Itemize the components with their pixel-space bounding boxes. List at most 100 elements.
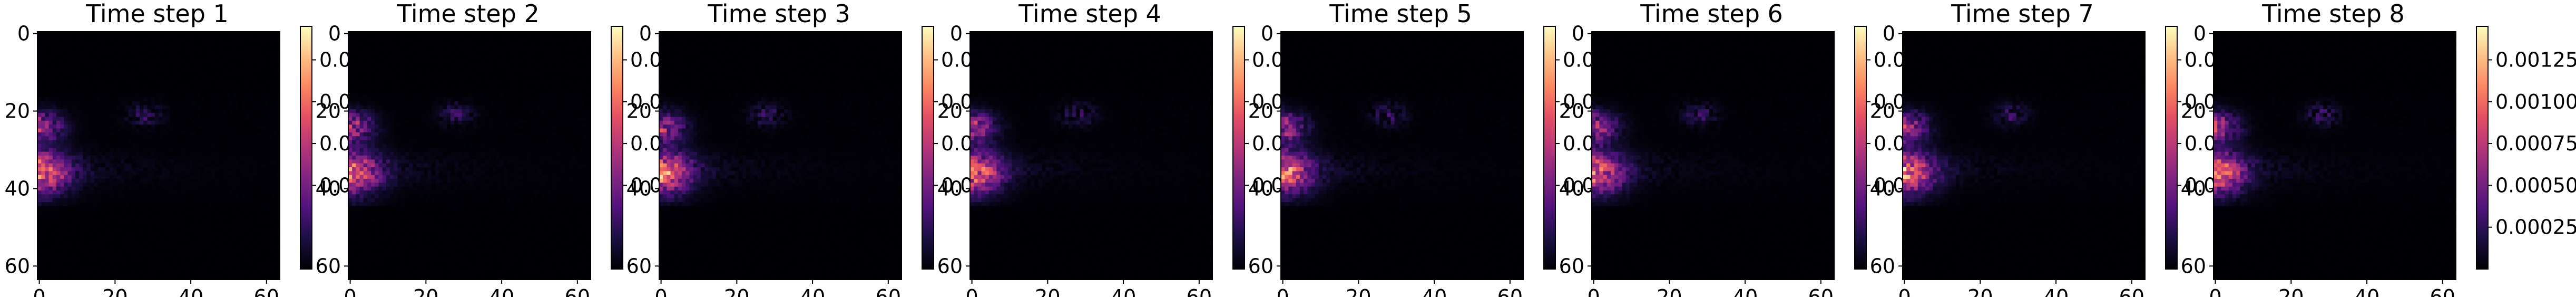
heatmap-cell: [162, 47, 166, 51]
heatmap-cell: [265, 35, 269, 40]
heatmap-cell: [105, 94, 110, 98]
heatmap-cell: [86, 206, 91, 210]
heatmap-cell: [174, 248, 178, 253]
heatmap-cell: [265, 256, 269, 261]
heatmap-cell: [212, 82, 216, 86]
heatmap-cell: [56, 63, 61, 67]
heatmap-cell: [166, 121, 170, 125]
heatmap-cell: [94, 156, 99, 160]
heatmap-cell: [458, 51, 462, 55]
heatmap-cell: [68, 218, 72, 222]
heatmap-cell: [424, 47, 428, 51]
heatmap-cell: [561, 32, 565, 36]
heatmap-cell: [181, 167, 185, 171]
heatmap-cell: [117, 113, 121, 117]
heatmap-cell: [397, 32, 401, 36]
heatmap-cell: [75, 229, 80, 234]
heatmap-cell: [265, 194, 269, 198]
heatmap-cell: [208, 225, 212, 229]
heatmap-cell: [166, 98, 170, 102]
heatmap-cell: [208, 198, 212, 203]
heatmap-cell: [136, 35, 140, 40]
heatmap-cell: [132, 218, 136, 222]
heatmap-cell: [193, 218, 197, 222]
heatmap-cell: [105, 253, 110, 257]
heatmap-cell: [86, 248, 91, 253]
heatmap-cell: [132, 264, 136, 269]
heatmap-cell: [102, 183, 106, 187]
heatmap-cell: [105, 63, 110, 67]
heatmap-cell: [75, 245, 80, 249]
heatmap-cell: [75, 198, 80, 203]
heatmap-cell: [518, 55, 523, 59]
heatmap-cell: [159, 268, 163, 272]
heatmap-cell: [242, 260, 246, 264]
heatmap-cell: [246, 167, 250, 171]
heatmap-cell: [37, 32, 42, 36]
heatmap-cell: [68, 253, 72, 257]
heatmap-cell: [159, 40, 163, 44]
heatmap-cell: [129, 63, 133, 67]
heatmap-cell: [261, 248, 265, 253]
heatmap-cell: [140, 66, 144, 71]
heatmap-cell: [223, 222, 227, 226]
heatmap-cell: [94, 268, 99, 272]
heatmap-cell: [174, 245, 178, 249]
heatmap-cell: [83, 175, 87, 179]
heatmap-cell: [219, 253, 223, 257]
heatmap-cell: [113, 94, 117, 98]
heatmap-cell: [216, 237, 220, 241]
heatmap-cell: [553, 47, 557, 51]
heatmap-cell: [41, 183, 45, 187]
heatmap-cell: [234, 40, 239, 44]
heatmap-cell: [124, 101, 129, 106]
heatmap-cell: [208, 74, 212, 79]
heatmap-cell: [234, 109, 239, 113]
heatmap-cell: [234, 51, 239, 55]
heatmap-cell: [197, 260, 201, 264]
heatmap-cell: [238, 55, 242, 59]
heatmap-cell: [193, 43, 197, 47]
heatmap-cell: [261, 237, 265, 241]
heatmap-cell: [208, 264, 212, 269]
heatmap-cell: [545, 43, 550, 47]
heatmap-cell: [223, 167, 227, 171]
heatmap-cell: [208, 47, 212, 51]
heatmap-cell: [94, 129, 99, 133]
heatmap-cell: [53, 179, 57, 183]
heatmap-cell: [185, 129, 189, 133]
heatmap-cell: [86, 47, 91, 51]
heatmap-cell: [155, 272, 159, 276]
heatmap-cell: [500, 51, 504, 55]
heatmap-cell: [147, 175, 151, 179]
heatmap-cell: [348, 40, 352, 44]
heatmap-cell: [265, 268, 269, 272]
heatmap-cell: [94, 167, 99, 171]
heatmap-cell: [458, 32, 462, 36]
heatmap-cell: [162, 190, 166, 195]
heatmap-cell: [102, 272, 106, 276]
heatmap-cell: [102, 152, 106, 156]
heatmap-cell: [102, 90, 106, 94]
heatmap-cell: [94, 51, 99, 55]
heatmap-cell: [231, 156, 235, 160]
heatmap-cell: [219, 101, 223, 106]
heatmap-cell: [265, 121, 269, 125]
heatmap-cell: [147, 129, 151, 133]
heatmap-cell: [102, 136, 106, 140]
heatmap-cell: [64, 225, 68, 229]
heatmap-cell: [250, 121, 254, 125]
heatmap-cell: [170, 40, 174, 44]
heatmap-cell: [246, 210, 250, 214]
heatmap-cell: [166, 106, 170, 110]
heatmap-cell: [272, 233, 277, 237]
heatmap-cell: [91, 86, 95, 90]
heatmap-cell: [200, 206, 204, 210]
heatmap-cell: [212, 214, 216, 218]
heatmap-cell: [223, 164, 227, 168]
heatmap-cell: [375, 35, 379, 40]
heatmap-cell: [518, 51, 523, 55]
heatmap-cell: [272, 256, 277, 261]
heatmap-cell: [60, 164, 64, 168]
heatmap-cell: [197, 40, 201, 44]
